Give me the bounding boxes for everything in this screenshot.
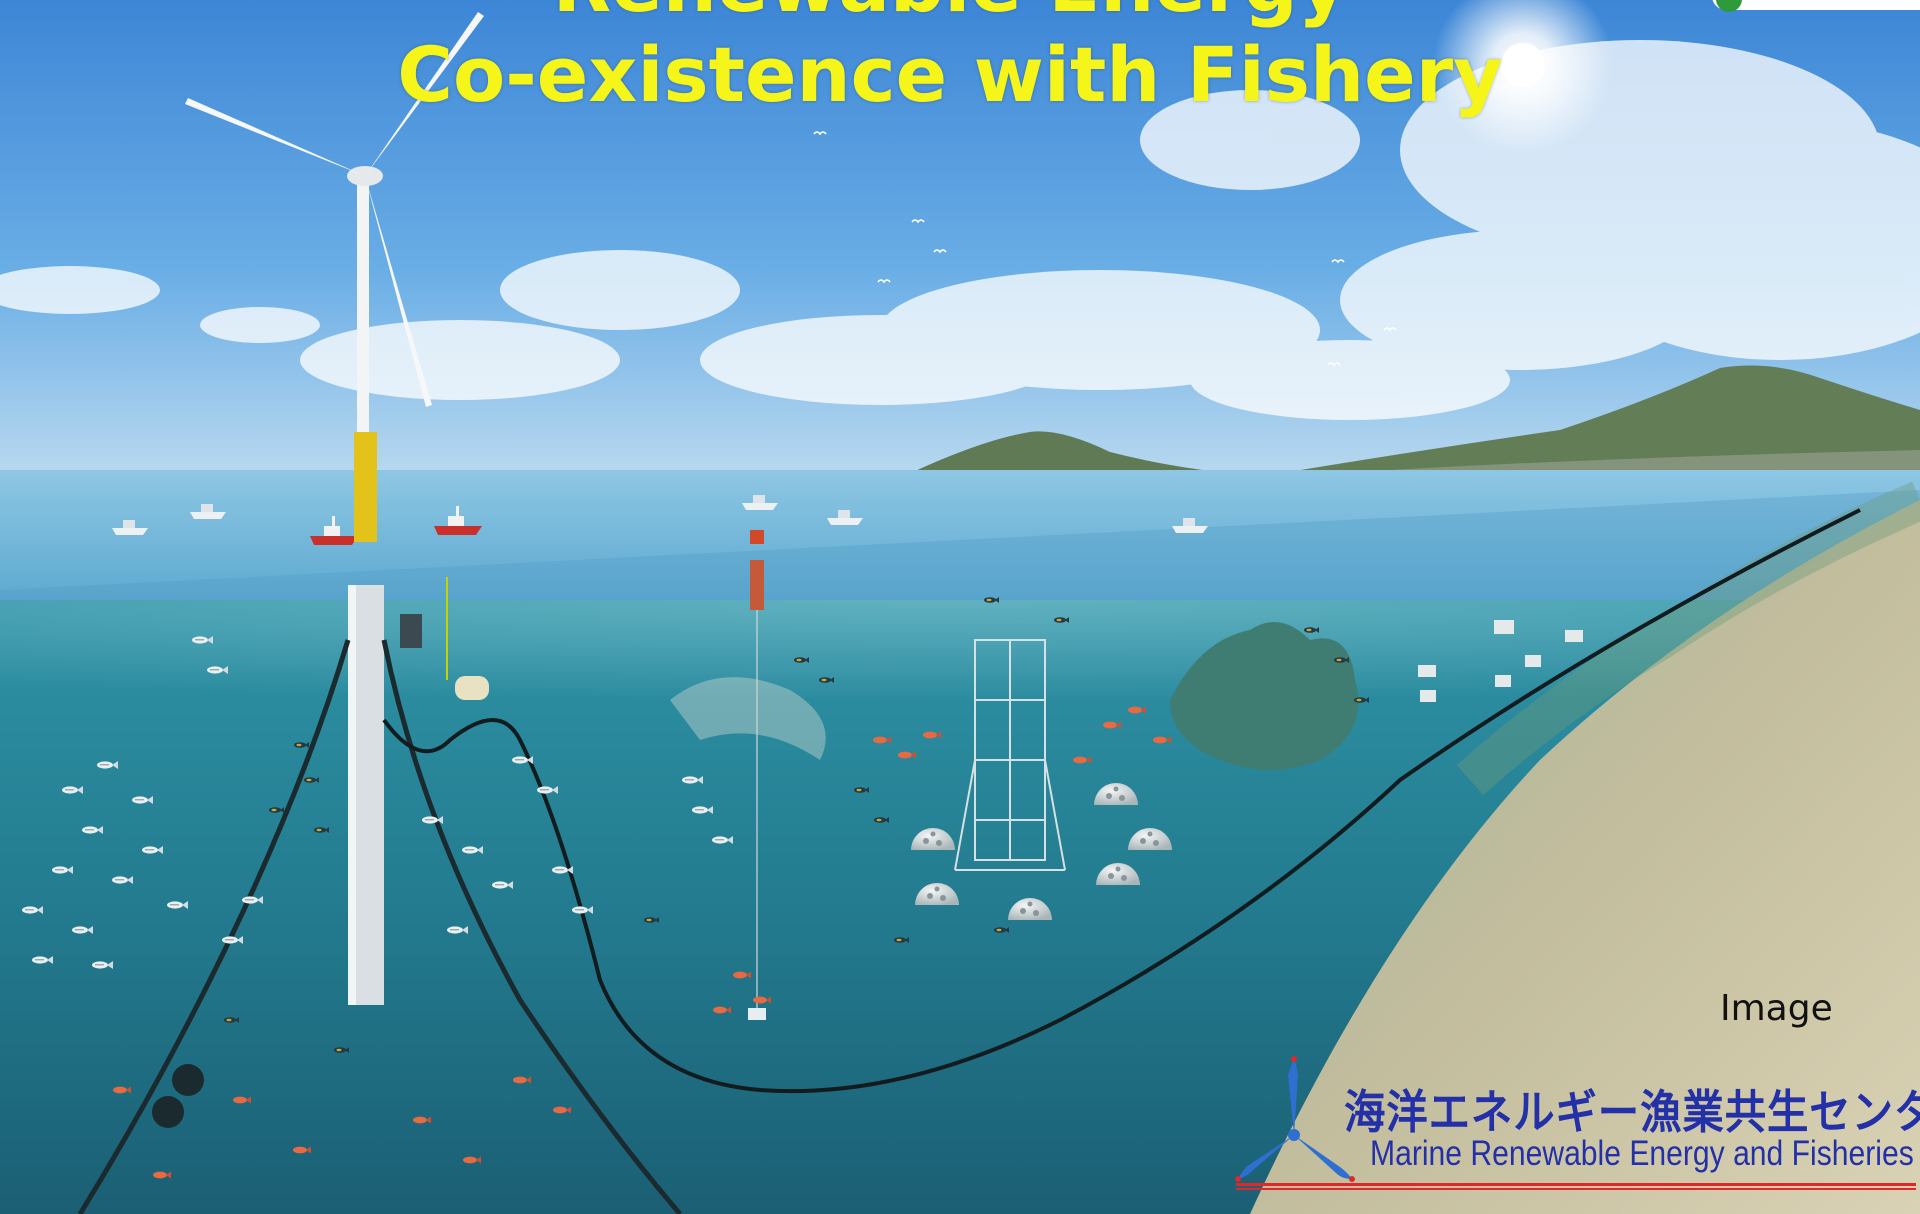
corner-badge <box>1712 0 1920 10</box>
slide-title-line-2: Co-existence with Fishery <box>397 30 1503 119</box>
three-blade-turbine-icon <box>1235 1056 1355 1182</box>
image-caption: Image <box>1720 988 1833 1029</box>
center-divider-rule <box>1236 1183 1916 1192</box>
corner-logo-icon <box>1716 0 1742 12</box>
slide-title-line-1: Renewable Energy <box>0 0 1900 29</box>
center-name-english: Marine Renewable Energy and Fisheries <box>1370 1134 1914 1173</box>
center-name-japanese: 海洋エネルギー漁業共生センター <box>1344 1085 1920 1139</box>
